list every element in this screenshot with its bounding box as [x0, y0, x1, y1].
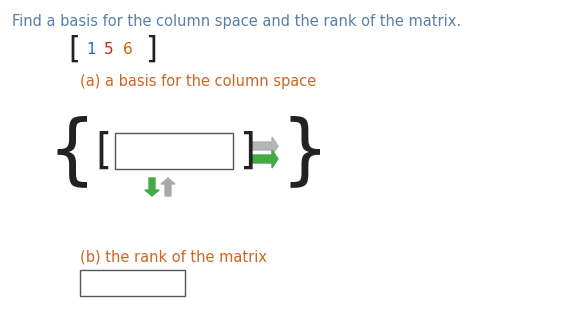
Polygon shape — [252, 150, 278, 168]
Text: [: [ — [96, 131, 112, 173]
Text: 6: 6 — [123, 42, 133, 57]
Text: 1: 1 — [86, 42, 96, 57]
Polygon shape — [252, 137, 278, 155]
Bar — [115, 133, 233, 169]
Text: Find a basis for the column space and the rank of the matrix.: Find a basis for the column space and th… — [12, 14, 461, 29]
Text: (b) the rank of the matrix: (b) the rank of the matrix — [80, 250, 267, 265]
Text: [: [ — [68, 35, 80, 63]
Text: (a) a basis for the column space: (a) a basis for the column space — [80, 74, 316, 89]
Text: ]: ] — [240, 131, 257, 173]
Text: ]: ] — [145, 35, 157, 63]
Bar — [80, 270, 185, 296]
Text: {: { — [48, 115, 96, 189]
Text: 5: 5 — [104, 42, 114, 57]
Polygon shape — [161, 178, 175, 196]
Text: }: } — [281, 115, 329, 189]
Polygon shape — [145, 178, 159, 196]
